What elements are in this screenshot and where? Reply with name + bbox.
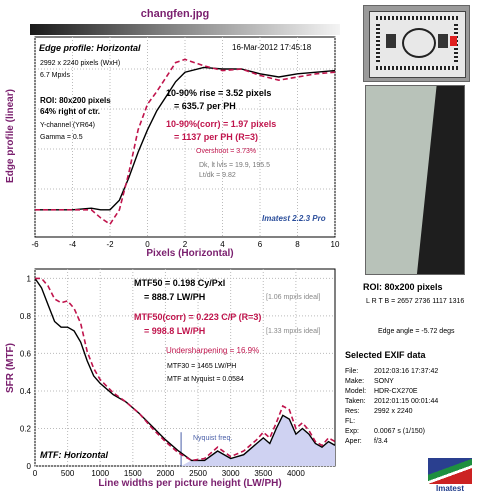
mtf-ytick-label: 0.2 (20, 424, 32, 433)
roi-crop-image (365, 85, 465, 275)
edge-series-corr (35, 58, 336, 226)
rise-corr-value: 10-90%(corr) = 1.97 pixels (166, 119, 277, 129)
mtf50-ideal: [1.06 mpxls ideal] (266, 294, 321, 301)
exif-label: Exp: (345, 428, 360, 435)
dark-light-levels: Dk, lt lvls = 19.9, 195.5 (199, 162, 271, 169)
imatest-version: Imatest 2.2.3 Pro (262, 214, 326, 223)
exif-value: HDR-CX270E (374, 388, 418, 395)
exif-row: Aper: f/3.4 (345, 438, 495, 448)
edge-profile-chart: -6 -4 -2 0 2 4 6 8 10 Pixels (Horizontal) Edge p… (5, 36, 340, 258)
mtf-xlabel: Line widths per picture height (LW/PH) (98, 478, 281, 489)
mtf50-corr-ideal: [1.33 mpxls ideal] (266, 328, 321, 335)
edge-xtick-label: -6 (31, 240, 39, 249)
gradient-strip (30, 24, 340, 35)
mtf-xtick-label: 2000 (157, 469, 175, 478)
mtf-ytick-label: 0 (27, 462, 32, 471)
exif-row: Model: HDR-CX270E (345, 388, 495, 398)
mtf-ytick-label: 0.6 (20, 349, 32, 358)
exif-value: SONY (374, 378, 394, 385)
edge-xtick-label: 0 (145, 240, 150, 249)
exif-value: 2012:03:16 17:37:42 (374, 368, 439, 375)
mtf-title: MTF: Horizontal (40, 450, 108, 460)
image-dims: 2992 x 2240 pixels (WxH) (40, 60, 121, 67)
file-title: changfen.jpg (140, 8, 210, 20)
exif-row: File: 2012:03:16 17:37:42 (345, 368, 495, 378)
mtf-ytick-label: 0.4 (20, 387, 32, 396)
undersharpening-value: Undersharpening = 16.9% (166, 346, 260, 355)
edge-xtick-label: 8 (295, 240, 300, 249)
edge-xtick-label: -4 (69, 240, 77, 249)
exif-label: Res: (345, 408, 360, 415)
mtf-xtick-label: 4000 (287, 469, 305, 478)
overshoot-value: Overshoot = 3.73% (196, 148, 257, 155)
exif-label: FL: (345, 418, 356, 425)
edge-datetime: 16-Mar-2012 17:45:18 (232, 43, 312, 52)
exif-row: Exp: 0.0067 s (1/150) (345, 428, 495, 438)
exif-value: 2012:01:15 00:01:44 (374, 398, 439, 405)
mtf-chart: 0 500 1000 1500 2000 2500 3000 3500 4000 0 0.2 0.4 0… (5, 268, 336, 489)
mtf50-value: MTF50 = 0.198 Cy/Pxl (134, 278, 226, 288)
mtf-xtick-label: 1500 (124, 469, 142, 478)
imatest-logo: Imatest (428, 458, 472, 494)
exif-row: FL: (345, 418, 495, 428)
test-chart-thumbnail (363, 5, 470, 82)
mtf50-corr-value: MTF50(corr) = 0.223 C/P (R=3) (134, 312, 262, 322)
rise-per-ph: = 635.7 per PH (174, 101, 236, 111)
nyquist-region-fill (181, 415, 335, 466)
roi-size: ROI: 80x200 pixels (40, 96, 111, 105)
exif-label: Make: (345, 378, 365, 385)
nyquist-label: Nyquist freq. (193, 435, 233, 442)
exif-value: 0.0067 s (1/150) (374, 428, 425, 435)
edge-xtick-label: -2 (106, 240, 114, 249)
image-mpxls: 6.7 Mpxls (40, 72, 70, 79)
edge-xtick-label: 6 (258, 240, 263, 249)
rise-value: 10-90% rise = 3.52 pixels (166, 88, 272, 98)
mtf50-corr-lwph: = 998.8 LW/PH (144, 326, 206, 336)
gamma-info: Gamma = 0.5 (40, 134, 83, 141)
roi-position: 64% right of ctr. (40, 107, 101, 116)
mtf-ytick-label: 1 (27, 274, 32, 283)
mtf-xtick-label: 3500 (254, 469, 272, 478)
mtf50-lwph: = 888.7 LW/PH (144, 292, 206, 302)
mtf-ytick-label: 0.8 (20, 312, 32, 321)
edge-xtick-label: 10 (331, 240, 340, 249)
mtf-xtick-label: 500 (61, 469, 75, 478)
exif-row: Make: SONY (345, 378, 495, 388)
exif-title: Selected EXIF data (345, 350, 426, 360)
edge-angle: Edge angle = -5.72 degs (378, 328, 455, 335)
mtf-xtick-label: 1000 (91, 469, 109, 478)
edge-xtick-label: 4 (220, 240, 225, 249)
channel-info: Y-channel (YR64) (40, 122, 95, 129)
exif-row: Res: 2992 x 2240 (345, 408, 495, 418)
mtf-xtick-label: 2500 (189, 469, 207, 478)
edge-title: Edge profile: Horizontal (39, 43, 141, 53)
exif-list: File: 2012:03:16 17:37:42 Make: SONY Model: H… (345, 368, 495, 448)
mtf-series-main (34, 278, 336, 462)
exif-label: Aper: (345, 438, 362, 445)
mtf-ylabel: SFR (MTF) (5, 343, 16, 393)
mtf-xtick-label: 3000 (222, 469, 240, 478)
exif-label: File: (345, 368, 359, 375)
edge-series-main (35, 66, 336, 211)
exif-value: 2992 x 2240 (374, 408, 413, 415)
exif-value: f/3.4 (374, 438, 388, 445)
mtf-xtick-label: 0 (33, 469, 38, 478)
mtf30-value: MTF30 = 1465 LW/PH (167, 363, 237, 370)
edge-ylabel: Edge profile (linear) (5, 89, 16, 183)
rise-corr-per-ph: = 1137 per PH (R=3) (174, 132, 259, 142)
mtf-series-corr (35, 277, 336, 462)
exif-row: Taken: 2012:01:15 00:01:44 (345, 398, 495, 408)
nyquist-mtf-value: MTF at Nyquist = 0.0584 (167, 376, 244, 383)
exif-label: Model: (345, 388, 367, 395)
light-dark-ratio: Lt/dk = 9.82 (199, 172, 236, 179)
exif-label: Taken: (345, 398, 366, 405)
roi-lrtb: L R T B = 2657 2736 1117 1316 (366, 298, 465, 305)
roi-caption: ROI: 80x200 pixels (363, 282, 443, 292)
edge-xtick-label: 2 (183, 240, 188, 249)
edge-xlabel: Pixels (Horizontal) (146, 248, 233, 258)
